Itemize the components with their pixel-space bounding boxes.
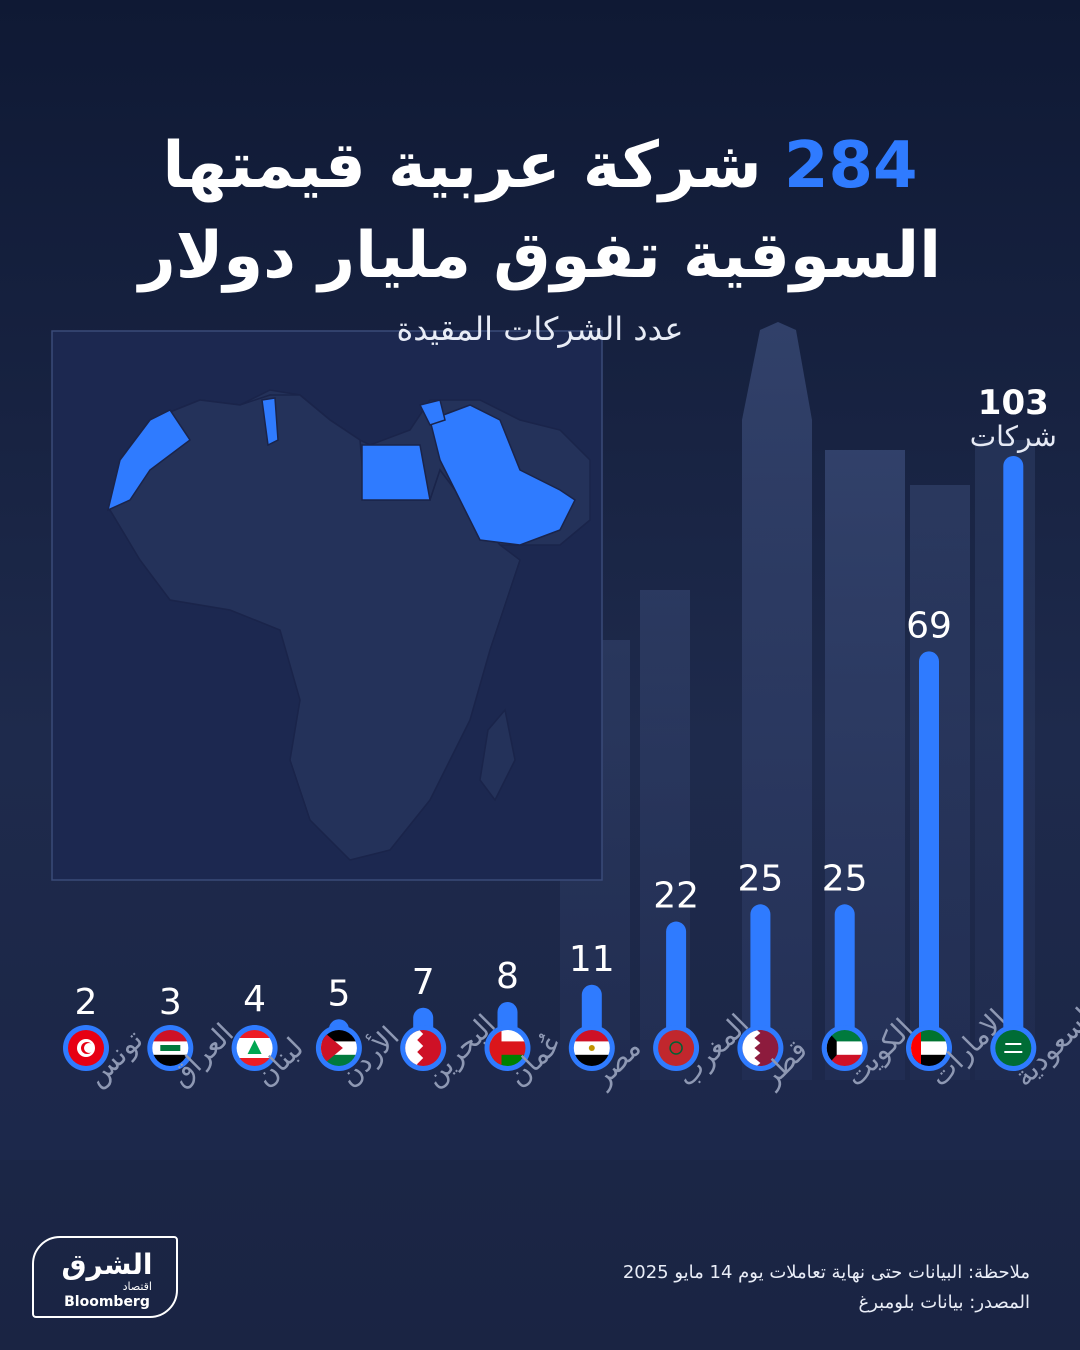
saudi-flag-icon-part — [995, 1030, 1032, 1066]
iraq-flag-icon-part — [160, 1045, 181, 1051]
uae-flag-icon-part — [911, 1054, 947, 1066]
asharq-bloomberg-logo: الشرق اقتصاد Bloomberg — [32, 1236, 178, 1318]
bar-8 — [666, 921, 687, 1048]
oman-flag-icon-part — [489, 1030, 502, 1066]
egypt-flag-icon-part — [588, 1045, 595, 1051]
title-line-2: السوقية تفوق مليار دولار — [138, 219, 942, 293]
value-label-3: 4 — [243, 979, 266, 1020]
iraq-flag-icon-part — [152, 1054, 189, 1066]
saudi-flag-icon — [995, 1030, 1032, 1066]
saudi-flag-icon-part — [1004, 1051, 1023, 1053]
jordan-flag-icon-part — [320, 1030, 357, 1042]
oman-flag-icon — [489, 1030, 526, 1066]
value-label-4: 5 — [327, 973, 350, 1014]
title-number: 284 — [783, 129, 918, 203]
bar-10 — [834, 904, 855, 1048]
jordan-flag-icon-part — [320, 1054, 357, 1066]
morocco-flag-icon — [658, 1030, 695, 1066]
value-label-9: 25 — [737, 858, 783, 899]
value-label-2: 3 — [159, 982, 182, 1023]
value-unit-label: شركات — [970, 420, 1057, 453]
value-label-12: 103 — [978, 383, 1049, 423]
title-line-1: 284 شركة عربية قيمتها — [0, 124, 1080, 208]
morocco-flag-icon-part — [669, 1041, 683, 1055]
value-label-5: 7 — [412, 962, 435, 1003]
lebanon-flag-icon — [236, 1030, 273, 1066]
saudi-flag-icon-part — [1005, 1043, 1022, 1045]
egypt-flag-icon-part — [573, 1054, 610, 1066]
egypt-flag-icon — [573, 1030, 610, 1066]
egypt-flag-icon-part — [573, 1030, 610, 1042]
arab-world-map-icon — [51, 330, 603, 881]
value-label-7: 11 — [569, 939, 615, 980]
footnote: ملاحظة: البيانات حتى نهاية تعاملات يوم 1… — [622, 1262, 1030, 1283]
bar-9 — [750, 904, 771, 1048]
logo-main-text: الشرق — [61, 1248, 153, 1281]
oman-flag-icon-part — [489, 1030, 526, 1042]
tunisia-flag-icon-part — [84, 1043, 94, 1053]
uae-flag-icon-part — [911, 1030, 947, 1042]
uae-flag-icon-part — [911, 1030, 921, 1066]
value-label-11: 69 — [906, 605, 952, 646]
iraq-flag-icon-part — [152, 1030, 189, 1042]
bar-11 — [919, 651, 939, 1048]
kuwait-flag-icon-part — [826, 1030, 863, 1042]
logo-sub-text: اقتصاد — [122, 1280, 152, 1293]
chart-subtitle: عدد الشركات المقيدة — [396, 310, 684, 348]
source-line: المصدر: بيانات بلومبرغ — [858, 1292, 1030, 1313]
jordan-flag-icon — [320, 1030, 357, 1066]
value-label-1: 2 — [75, 982, 98, 1023]
morocco-flag-icon-part — [658, 1030, 695, 1066]
uae-flag-icon — [911, 1030, 947, 1066]
tunisia-flag-icon — [68, 1030, 104, 1066]
logo-brand-text: Bloomberg — [64, 1294, 150, 1310]
value-label-6: 8 — [496, 956, 519, 997]
oman-flag-icon-part — [489, 1054, 526, 1066]
lebanon-flag-icon-part — [236, 1058, 273, 1066]
iraq-flag-icon — [152, 1030, 189, 1066]
lebanon-flag-icon-part — [247, 1040, 262, 1054]
kuwait-flag-icon-part — [826, 1054, 863, 1066]
title-line-1-text: شركة عربية قيمتها — [162, 129, 762, 203]
value-label-10: 25 — [822, 858, 868, 899]
lebanon-flag-icon-part — [236, 1030, 273, 1039]
bar-12 — [1003, 456, 1024, 1048]
value-label-8: 22 — [653, 876, 699, 917]
jordan-flag-icon-part — [320, 1030, 343, 1066]
